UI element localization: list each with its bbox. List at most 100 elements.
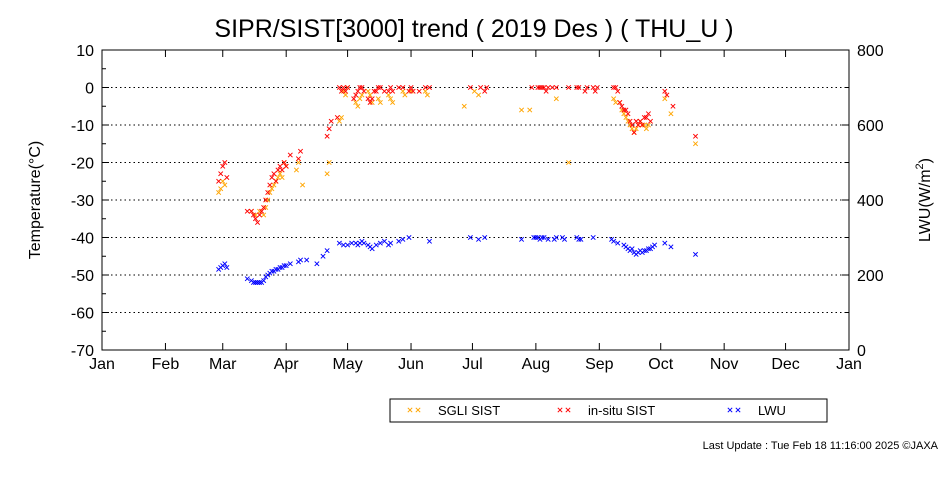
data-point [269, 186, 275, 192]
data-point [220, 178, 226, 184]
data-point [281, 263, 287, 269]
y-tick-label: -60 [71, 306, 94, 323]
data-point [590, 84, 596, 91]
data-point [639, 122, 645, 128]
data-point [351, 96, 357, 102]
data-point [406, 88, 412, 94]
data-point [400, 88, 406, 94]
data-point [314, 261, 320, 267]
data-point [281, 159, 287, 166]
data-point [345, 242, 351, 248]
y-tick-label: 0 [85, 81, 94, 98]
data-point [553, 84, 559, 91]
x-tick-label: Nov [710, 356, 738, 373]
legend: SGLI SIST in-situ SIST LWU [389, 398, 828, 423]
data-point [367, 92, 373, 98]
data-point [373, 242, 379, 248]
data-point [396, 238, 402, 244]
data-point [535, 84, 541, 91]
data-point [257, 212, 263, 218]
data-point [645, 246, 651, 252]
data-point [647, 118, 654, 124]
data-point [467, 84, 473, 91]
data-point [261, 204, 267, 211]
data-point [482, 88, 488, 94]
data-point [461, 103, 467, 109]
data-point [373, 88, 379, 94]
data-point [637, 118, 643, 124]
data-point [218, 171, 224, 177]
month-axis-ticks: Jan Feb Mar Apr May Jun Jul Aug Sep Oct Nov Dec Jan [89, 50, 862, 373]
data-point [385, 92, 392, 98]
y-tick-label: -40 [71, 231, 94, 248]
x-tick-label: Sep [585, 356, 614, 373]
data-point [254, 279, 261, 286]
data-point [545, 236, 551, 242]
data-point [623, 114, 629, 121]
data-point [615, 240, 621, 246]
data-point [518, 107, 525, 113]
data-point [625, 118, 631, 124]
data-point [340, 84, 347, 91]
data-point [381, 88, 387, 94]
data-point [357, 96, 363, 102]
data-point [254, 219, 261, 226]
data-point [635, 122, 641, 128]
data-point [267, 189, 273, 196]
data-point [539, 234, 545, 241]
data-point [611, 96, 617, 102]
data-point [539, 84, 545, 91]
y2-tick-label: 600 [857, 118, 884, 135]
right-axis-ticks: 800 600 400 200 0 [842, 43, 884, 360]
data-point [692, 133, 699, 139]
data-point [340, 88, 347, 94]
data-point [361, 240, 367, 246]
data-point [484, 84, 490, 91]
data-point [594, 84, 600, 91]
data-point [349, 240, 355, 246]
data-point [353, 99, 359, 106]
data-point [408, 88, 414, 94]
data-point [662, 240, 668, 246]
data-point [652, 242, 658, 248]
legend-box [389, 398, 828, 423]
data-point [269, 174, 275, 181]
data-point [668, 244, 674, 250]
data-point [662, 88, 668, 94]
data-point [244, 276, 250, 282]
data-point [222, 159, 228, 166]
data-point [361, 88, 367, 94]
data-point [320, 253, 326, 259]
x-tick-label: Feb [152, 356, 180, 373]
data-point [584, 84, 590, 91]
right-axis-label: LWU(W/m2) [914, 158, 934, 242]
data-point [257, 279, 263, 286]
data-point [467, 234, 473, 241]
data-point [641, 114, 647, 121]
data-point [592, 88, 598, 94]
data-point [377, 84, 383, 91]
data-point [621, 111, 627, 117]
data-point [629, 126, 635, 132]
data-point [222, 182, 228, 188]
data-point [365, 88, 371, 94]
data-point [369, 99, 375, 106]
data-point [216, 189, 222, 196]
data-point [287, 261, 293, 267]
data-point [293, 167, 299, 173]
data-point [273, 178, 279, 184]
data-point [250, 212, 257, 218]
data-point [662, 96, 668, 102]
data-point [619, 103, 625, 109]
data-point [633, 126, 639, 132]
data-point [252, 212, 259, 218]
data-point [621, 107, 627, 113]
data-point [277, 264, 283, 271]
data-point [375, 96, 381, 102]
data-point [531, 234, 537, 241]
data-point [476, 92, 482, 98]
legend-label: LWU [758, 403, 786, 418]
data-point [261, 212, 267, 218]
data-point [338, 88, 345, 94]
x-tick-label: Jul [462, 356, 482, 373]
